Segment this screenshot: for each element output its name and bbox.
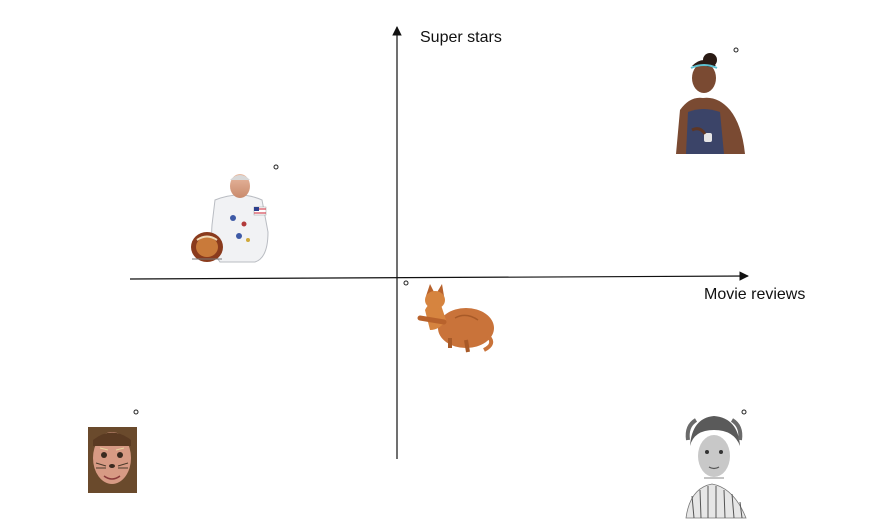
- x-axis-label: Movie reviews: [704, 286, 806, 303]
- tennis-player-picture: [676, 53, 745, 154]
- x-axis: [129, 271, 749, 281]
- astronaut-picture: [191, 174, 269, 263]
- marker-dot-serena: [733, 47, 739, 53]
- historic-woman-picture: [685, 416, 747, 519]
- face-paint-man-picture: [88, 427, 137, 493]
- marker-dot-woman: [741, 409, 747, 415]
- marker-dot-astronaut: [273, 164, 279, 170]
- marker-dot-cat: [403, 280, 409, 286]
- y-axis-label: Super stars: [420, 29, 502, 46]
- cat-picture: [417, 284, 494, 353]
- marker-dot-face: [133, 409, 139, 415]
